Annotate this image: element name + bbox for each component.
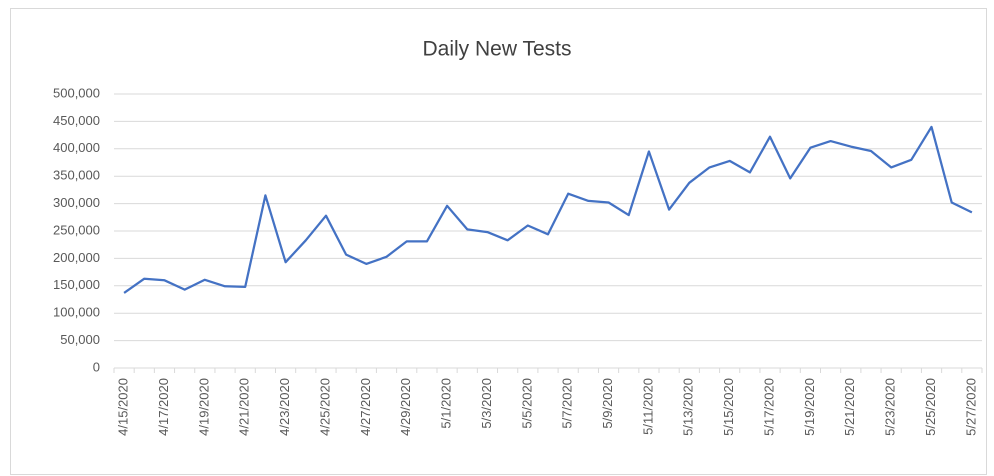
x-tick-label: 5/27/2020 (963, 378, 978, 436)
x-tick-label: 5/13/2020 (681, 378, 696, 436)
chart-frame (10, 8, 987, 475)
x-tick-label: 5/5/2020 (519, 378, 534, 429)
y-tick-label: 500,000 (53, 85, 100, 100)
x-tick-label: 5/21/2020 (842, 378, 857, 436)
x-tick-label: 4/29/2020 (398, 378, 413, 436)
x-tick-label: 4/17/2020 (156, 378, 171, 436)
y-tick-label: 300,000 (53, 195, 100, 210)
y-tick-label: 400,000 (53, 140, 100, 155)
y-tick-label: 100,000 (53, 305, 100, 320)
x-tick-label: 5/9/2020 (600, 378, 615, 429)
y-tick-label: 450,000 (53, 113, 100, 128)
x-tick-label: 5/19/2020 (802, 378, 817, 436)
x-tick-label: 5/1/2020 (439, 378, 454, 429)
x-tick-label: 4/23/2020 (277, 378, 292, 436)
x-tick-label: 5/11/2020 (640, 378, 655, 435)
y-tick-label: 0 (93, 359, 100, 374)
x-tick-label: 5/23/2020 (883, 378, 898, 436)
x-tick-label: 5/3/2020 (479, 378, 494, 429)
x-tick-label: 4/15/2020 (116, 378, 131, 436)
y-tick-label: 50,000 (60, 332, 100, 347)
data-line (123, 125, 973, 294)
y-tick-label: 350,000 (53, 168, 100, 183)
x-tick-label: 4/27/2020 (358, 378, 373, 436)
x-tick-label: 4/21/2020 (237, 378, 252, 436)
x-tick-label: 4/25/2020 (317, 378, 332, 436)
y-tick-label: 200,000 (53, 250, 100, 265)
x-tick-label: 5/7/2020 (560, 378, 575, 429)
y-tick-label: 150,000 (53, 277, 100, 292)
y-tick-label: 250,000 (53, 222, 100, 237)
chart-title: Daily New Tests (423, 38, 572, 61)
x-tick-label: 5/25/2020 (923, 378, 938, 436)
x-tick-label: 4/19/2020 (196, 378, 211, 436)
x-tick-label: 5/15/2020 (721, 378, 736, 436)
x-tick-label: 5/17/2020 (761, 378, 776, 436)
